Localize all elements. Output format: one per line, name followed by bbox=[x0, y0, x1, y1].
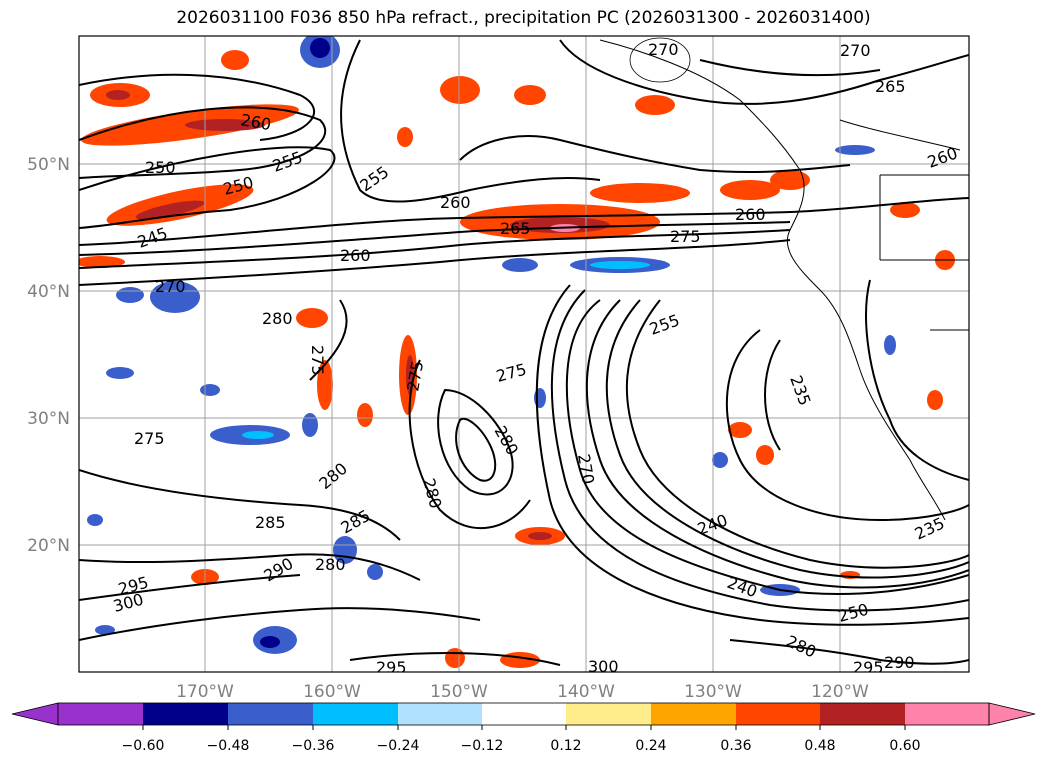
colorbar-tick-label: −0.36 bbox=[292, 738, 335, 754]
svg-text:260: 260 bbox=[340, 246, 371, 265]
colorbar-tick-label: 0.48 bbox=[804, 738, 835, 754]
lat-axis: 50°N 40°N 30°N 20°N bbox=[27, 155, 70, 556]
map-title: 2026031100 F036 850 hPa refract., precip… bbox=[176, 8, 871, 28]
colorbar-extend-right bbox=[988, 702, 1036, 726]
colorbar-segment bbox=[820, 703, 905, 725]
colorbar-tick-label: −0.24 bbox=[377, 738, 420, 754]
lon-tick-label: 120°W bbox=[811, 682, 869, 702]
colorbar-tick-label: 0.60 bbox=[889, 738, 920, 754]
lat-tick-label: 40°N bbox=[27, 282, 70, 302]
svg-text:300: 300 bbox=[588, 657, 619, 676]
colorbar: −0.60 −0.48 −0.36 −0.24 −0.12 0.12 0.24 … bbox=[11, 702, 1036, 754]
lon-tick-label: 160°W bbox=[303, 682, 361, 702]
lon-tick-label: 170°W bbox=[176, 682, 234, 702]
colorbar-segment bbox=[905, 703, 989, 725]
colorbar-segment bbox=[482, 703, 566, 725]
svg-text:270: 270 bbox=[648, 40, 679, 59]
plot-frame bbox=[78, 35, 970, 673]
refractivity-contours bbox=[79, 39, 969, 666]
precip-shading bbox=[79, 36, 955, 668]
colorbar-segment bbox=[313, 703, 398, 725]
svg-text:295: 295 bbox=[853, 658, 884, 677]
svg-text:250: 250 bbox=[145, 158, 176, 177]
colorbar-segment bbox=[566, 703, 651, 725]
colorbar-tick-label: −0.12 bbox=[461, 738, 504, 754]
svg-text:270: 270 bbox=[840, 41, 871, 60]
svg-text:265: 265 bbox=[875, 77, 906, 96]
plot-area bbox=[79, 36, 969, 672]
colorbar-segment bbox=[143, 703, 228, 725]
colorbar-tick-label: 0.12 bbox=[550, 738, 581, 754]
svg-text:260: 260 bbox=[735, 205, 766, 224]
lon-tick-label: 130°W bbox=[684, 682, 742, 702]
lat-tick-label: 50°N bbox=[27, 155, 70, 175]
colorbar-tick-label: −0.60 bbox=[122, 738, 165, 754]
lat-tick-label: 30°N bbox=[27, 409, 70, 429]
colorbar-segment bbox=[736, 703, 820, 725]
coastline bbox=[599, 39, 969, 521]
lon-tick-label: 150°W bbox=[430, 682, 488, 702]
colorbar-segment bbox=[651, 703, 736, 725]
svg-text:275: 275 bbox=[134, 429, 165, 448]
svg-text:285: 285 bbox=[255, 513, 286, 532]
colorbar-segment bbox=[228, 703, 313, 725]
svg-text:275: 275 bbox=[670, 227, 701, 246]
colorbar-tick-label: −0.48 bbox=[207, 738, 250, 754]
lon-axis: 170°W 160°W 150°W 140°W 130°W 120°W bbox=[176, 682, 869, 702]
colorbar-tick-label: 0.24 bbox=[635, 738, 666, 754]
colorbar-segment bbox=[398, 703, 482, 725]
lon-tick-label: 140°W bbox=[557, 682, 615, 702]
svg-text:270: 270 bbox=[155, 277, 186, 296]
colorbar-extend-left bbox=[11, 702, 59, 726]
svg-text:275: 275 bbox=[308, 345, 327, 376]
colorbar-tick-label: 0.36 bbox=[720, 738, 751, 754]
svg-text:280: 280 bbox=[315, 555, 346, 574]
svg-text:290: 290 bbox=[884, 653, 915, 672]
svg-text:280: 280 bbox=[262, 309, 293, 328]
colorbar-segment bbox=[58, 703, 143, 725]
graticule bbox=[79, 36, 969, 672]
colorbar-frame bbox=[57, 702, 990, 726]
lat-tick-label: 20°N bbox=[27, 536, 70, 556]
svg-text:265: 265 bbox=[500, 219, 531, 238]
svg-text:295: 295 bbox=[376, 658, 407, 677]
svg-text:260: 260 bbox=[440, 193, 471, 212]
